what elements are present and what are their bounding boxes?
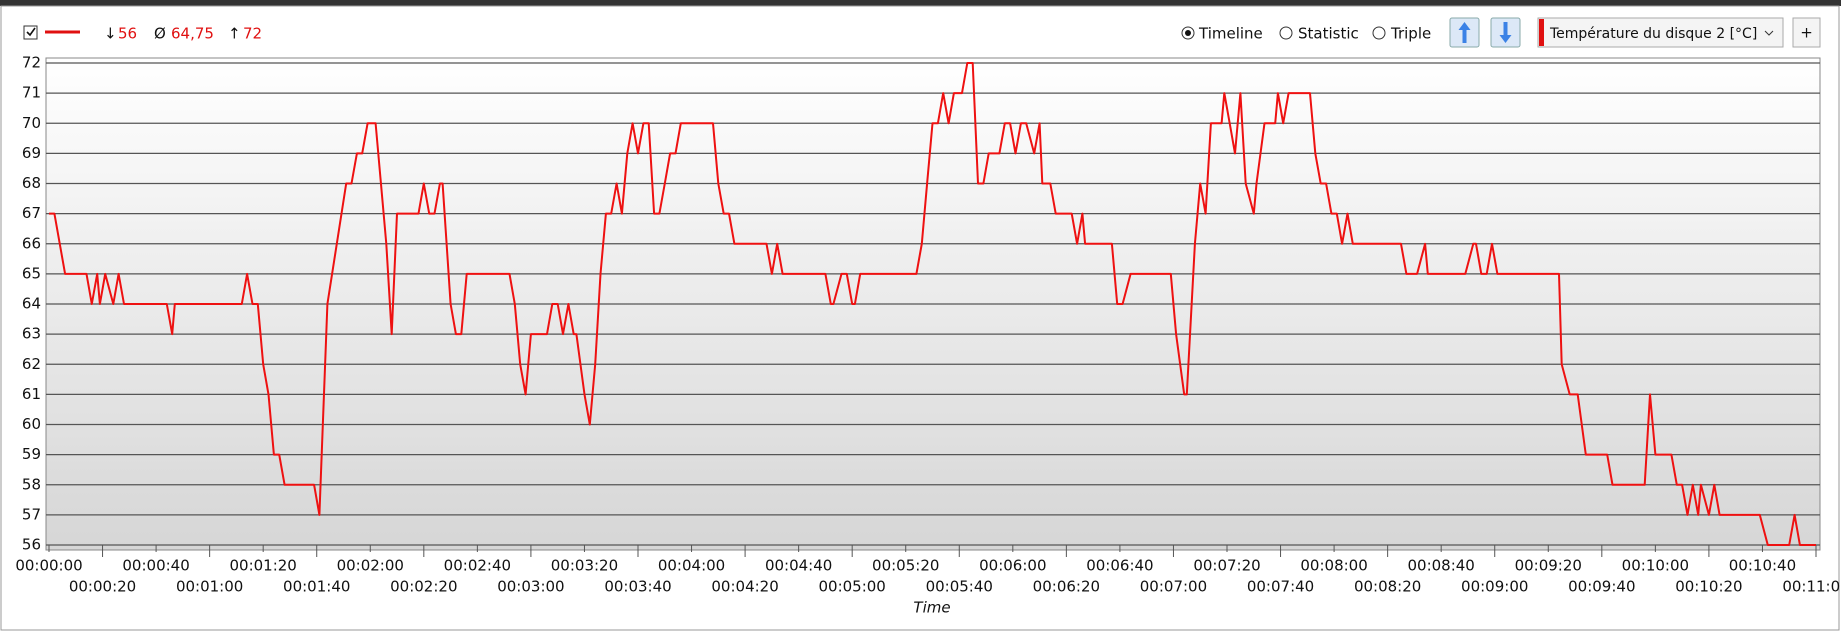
radio[interactable] [1279, 26, 1293, 40]
radio-dot [1185, 30, 1191, 36]
min-value: 56 [118, 25, 137, 43]
x-tick-label: 00:09:20 [1515, 557, 1582, 575]
y-tick-label: 71 [22, 84, 41, 102]
x-tick-label: 00:04:00 [658, 557, 725, 575]
x-tick-label: 00:02:40 [444, 557, 511, 575]
y-tick-label: 70 [22, 114, 41, 132]
avg-value: 64,75 [171, 25, 214, 43]
x-tick-label: 00:04:40 [765, 557, 832, 575]
x-tick-label: 00:00:20 [69, 578, 136, 596]
x-tick-label: 00:01:20 [229, 557, 296, 575]
view-option[interactable]: Timeline [1198, 25, 1263, 43]
down-arrow-icon [1499, 22, 1512, 43]
x-tick-label: 00:01:00 [176, 578, 243, 596]
x-tick-label: 00:01:40 [283, 578, 350, 596]
radio[interactable] [1372, 26, 1386, 40]
sensor-name: Température du disque 2 [°C] [1549, 26, 1757, 42]
x-axis-title: Time [913, 599, 950, 617]
y-tick-label: 69 [22, 144, 41, 162]
x-tick-label: 00:08:20 [1354, 578, 1421, 596]
x-tick-label: 00:11:00 [1782, 578, 1841, 596]
x-tick-label: 00:07:20 [1193, 557, 1260, 575]
checkbox[interactable] [23, 25, 38, 40]
x-tick-label: 00:05:20 [872, 557, 939, 575]
top-border [0, 0, 1841, 6]
x-tick-label: 00:03:40 [604, 578, 671, 596]
check-mark [26, 27, 36, 37]
x-tick-label: 00:00:40 [122, 557, 189, 575]
y-tick-label: 64 [22, 295, 41, 313]
y-tick-label: 72 [22, 54, 41, 72]
view-option[interactable]: Statistic [1298, 25, 1359, 43]
y-tick-label: 59 [22, 445, 41, 463]
x-tick-label: 00:06:00 [979, 557, 1046, 575]
dropdown-chevron [1764, 30, 1774, 36]
x-tick-label: 00:05:00 [818, 578, 885, 596]
y-tick-label: 61 [22, 385, 41, 403]
x-tick-label: 00:07:00 [1140, 578, 1207, 596]
y-tick-label: 67 [22, 204, 41, 222]
y-tick-label: 57 [22, 505, 41, 523]
y-tick-label: 62 [22, 355, 41, 373]
sensor-color [1539, 19, 1544, 46]
y-tick-label: 66 [22, 234, 41, 252]
x-tick-label: 00:04:20 [711, 578, 778, 596]
series-line [49, 62, 1816, 546]
y-tick-label: 56 [22, 536, 41, 554]
x-tick-label: 00:03:00 [497, 578, 564, 596]
x-tick-label: 00:09:40 [1568, 578, 1635, 596]
x-tick-label: 00:03:20 [551, 557, 618, 575]
max-value: 72 [243, 25, 262, 43]
y-tick-label: 68 [22, 174, 41, 192]
x-tick-label: 00:10:00 [1622, 557, 1689, 575]
y-tick-label: 60 [22, 415, 41, 433]
max-symbol: ↑ [228, 25, 241, 43]
add-button-label: + [1800, 24, 1813, 42]
sensor-dropdown[interactable] [1537, 17, 1784, 48]
x-tick-label: 00:08:00 [1300, 557, 1367, 575]
view-option[interactable]: Triple [1390, 25, 1431, 43]
y-tick-label: 63 [22, 325, 41, 343]
x-tick-label: 00:02:00 [337, 557, 404, 575]
add-button[interactable] [1792, 17, 1821, 48]
up-arrow-icon [1458, 22, 1471, 43]
x-tick-label: 00:08:40 [1407, 557, 1474, 575]
x-tick-label: 00:06:20 [1033, 578, 1100, 596]
x-tick-label: 00:05:40 [926, 578, 993, 596]
x-tick-label: 00:10:20 [1675, 578, 1742, 596]
x-tick-label: 00:09:00 [1461, 578, 1528, 596]
y-tick-label: 58 [22, 475, 41, 493]
x-tick-label: 00:10:40 [1729, 557, 1796, 575]
y-tick-label: 65 [22, 264, 41, 282]
x-tick-label: 00:07:40 [1247, 578, 1314, 596]
x-tick-label: 00:06:40 [1086, 557, 1153, 575]
min-symbol: ↓ [104, 25, 117, 43]
x-tick-label: 00:00:00 [15, 557, 82, 575]
avg-symbol: Ø [154, 25, 166, 43]
x-tick-label: 00:02:20 [390, 578, 457, 596]
